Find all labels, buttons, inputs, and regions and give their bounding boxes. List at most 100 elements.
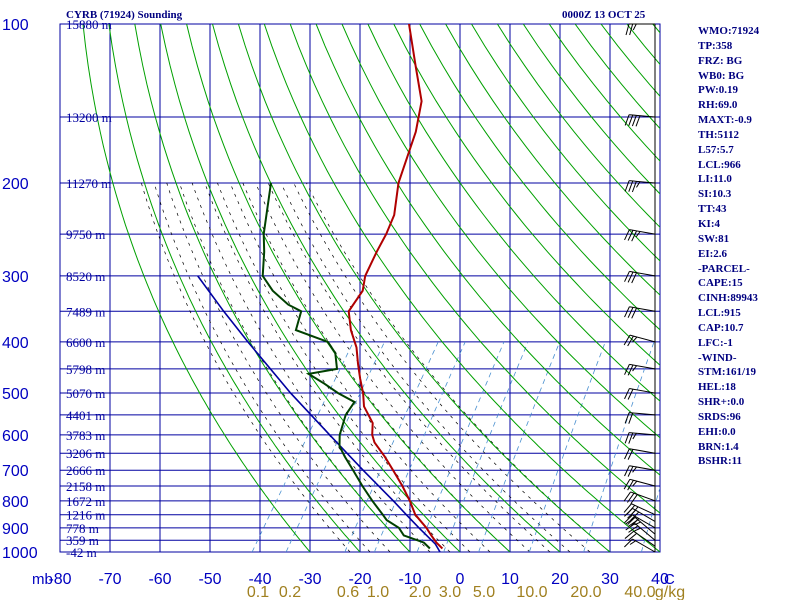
moist-adiabat (267, 182, 551, 552)
moist-adiabat (179, 182, 411, 552)
barb-shaft (629, 229, 656, 235)
pressure-label: 300 (2, 269, 29, 286)
index-item: FRZ: BG (698, 54, 743, 67)
temperature-tick-label: 20 (551, 571, 569, 588)
moist-adiabat (140, 182, 351, 552)
temperature-unit-label: C (664, 571, 675, 588)
mixing-ratio-label: 2.0 (409, 584, 431, 600)
temperature-tick-label: -70 (98, 571, 121, 588)
mixing-ratio-line (374, 341, 466, 552)
mixing-ratio-label: 0.2 (279, 584, 301, 600)
barb-flag (624, 180, 630, 192)
barb-flag (626, 504, 636, 515)
barb-flag (629, 23, 634, 36)
barb-shaft (629, 114, 656, 118)
dry-adiabat (341, 24, 660, 439)
wind-barb (624, 538, 656, 553)
dry-adiabat (212, 24, 561, 552)
barb-flag (625, 523, 636, 531)
wind-barb (624, 114, 656, 127)
wind-barb (624, 388, 656, 400)
index-item: CINH:89943 (698, 292, 758, 305)
barb-flag (624, 364, 630, 375)
mixing-ratio-label: 5.0 (473, 584, 495, 600)
barb-flag (624, 306, 630, 318)
wind-barb (624, 514, 656, 529)
moist-adiabat (166, 182, 391, 552)
mixing-ratio-line (251, 341, 354, 552)
temperature-tick-label: -40 (248, 571, 271, 588)
index-item: HEL:18 (698, 381, 736, 394)
index-item: SRDS:96 (698, 410, 741, 423)
index-item: SW:81 (698, 232, 730, 245)
wind-barb (623, 491, 656, 505)
barb-flag (632, 432, 637, 440)
barb-shaft (629, 180, 656, 184)
index-item: PW:0.19 (698, 84, 739, 97)
barb-flag (624, 114, 630, 126)
height-label: -42 m (66, 545, 97, 560)
mixing-ratio-label: 10.0 (516, 584, 547, 600)
index-item: BRN:1.4 (698, 440, 739, 453)
height-label: 2666 m (66, 463, 105, 478)
index-item: CAPE:15 (698, 277, 743, 290)
height-label: 359 m (66, 533, 99, 548)
barb-flag (626, 492, 635, 503)
index-item: TP:358 (698, 39, 733, 52)
barb-flag (630, 494, 638, 505)
index-item: -WIND- (698, 351, 737, 364)
barb-flag (632, 480, 638, 487)
barb-flag (627, 271, 634, 283)
barb-shaft (629, 388, 656, 394)
barb-flag (628, 114, 634, 126)
wind-barb (624, 432, 656, 444)
height-label: 13200 m (66, 110, 112, 125)
mixing-ratio-label: 0.6 (337, 584, 359, 600)
sounding-datetime: 0000Z 13 OCT 25 (562, 9, 646, 21)
barb-flag (624, 530, 635, 539)
moist-adiabat (306, 182, 611, 552)
wind-barb (625, 523, 656, 541)
barb-shaft (629, 412, 656, 416)
index-item: SHR+:0.0 (698, 396, 745, 409)
dry-adiabat (186, 24, 511, 552)
moist-adiabat (293, 182, 591, 552)
wind-barb (625, 23, 655, 36)
mixing-ratio-label: 1.0 (367, 584, 389, 600)
barb-flag (623, 503, 632, 513)
mixing-ratio-line (583, 341, 655, 552)
index-item: LFC:-1 (698, 336, 733, 349)
dry-adiabat (237, 24, 611, 552)
mixing-ratio-line (416, 341, 505, 552)
pressure-label: 800 (2, 494, 29, 511)
index-item: WB0: BG (698, 69, 745, 82)
barb-flag (627, 516, 636, 526)
dry-adiabat (134, 24, 411, 552)
pressure-label: 600 (2, 428, 29, 445)
height-label: 8520 m (66, 269, 105, 284)
barb-flag (632, 365, 637, 372)
barb-flag (624, 271, 630, 282)
dry-adiabat (548, 24, 660, 162)
mixing-ratio-label: 20.0 (570, 584, 601, 600)
temperature-trace (347, 24, 444, 550)
moist-adiabat (153, 182, 371, 552)
pressure-label: 1000 (2, 545, 38, 562)
barb-flag (627, 364, 634, 376)
barb-flag (624, 448, 630, 460)
dry-adiabat (419, 24, 660, 331)
dry-adiabat (756, 24, 800, 552)
temperature-tick-label: -10 (398, 571, 421, 588)
mixing-ratio-line (443, 341, 529, 552)
barb-flag (635, 115, 641, 127)
mixing-ratio-line (528, 341, 606, 552)
mixing-ratio-label: 40.0 (624, 584, 655, 600)
height-label: 1216 m (66, 508, 105, 523)
index-item: LCL:966 (698, 158, 741, 171)
wind-barbs (623, 23, 656, 553)
mixing-ratio-label: 3.0 (439, 584, 461, 600)
barb-flag (624, 388, 630, 400)
barb-flag (632, 336, 638, 343)
height-label: 5070 m (66, 386, 105, 401)
